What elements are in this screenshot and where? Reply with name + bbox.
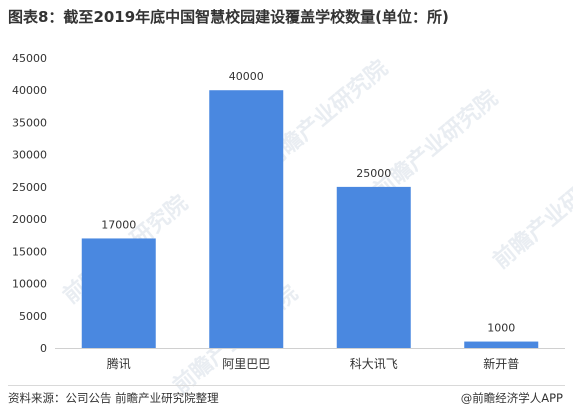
y-tick-label: 40000	[12, 84, 47, 97]
category-label: 腾讯	[107, 356, 131, 371]
bar	[336, 186, 411, 348]
y-tick-label: 45000	[12, 52, 47, 65]
y-tick-label: 30000	[12, 149, 47, 162]
source-note: 资料来源：公司公告 前瞻产业研究院整理	[8, 391, 219, 405]
bar	[209, 90, 284, 348]
data-label: 17000	[101, 218, 136, 231]
credit-note: @前瞻经济学人APP	[460, 391, 563, 405]
y-tick-label: 35000	[12, 116, 47, 129]
y-tick-label: 20000	[12, 213, 47, 226]
data-label: 1000	[487, 322, 515, 335]
watermark-text: 前瞻产业研究院	[368, 85, 503, 204]
data-label: 40000	[229, 70, 264, 83]
y-tick-label: 15000	[12, 245, 47, 258]
category-label: 阿里巴巴	[222, 357, 270, 371]
watermark-text: 前瞻产业研究院	[488, 155, 573, 274]
category-label: 科大讯飞	[350, 357, 398, 371]
chart-title: 图表8：截至2019年底中国智慧校园建设覆盖学校数量(单位：所)	[8, 8, 449, 26]
y-tick-label: 5000	[19, 310, 47, 323]
category-label: 新开普	[483, 356, 519, 371]
y-tick-label: 0	[40, 342, 47, 355]
data-label: 25000	[356, 167, 391, 180]
footer-divider	[8, 385, 565, 386]
y-tick-label: 25000	[12, 181, 47, 194]
bar	[464, 341, 539, 348]
y-tick-label: 10000	[12, 278, 47, 291]
bar	[81, 238, 156, 348]
